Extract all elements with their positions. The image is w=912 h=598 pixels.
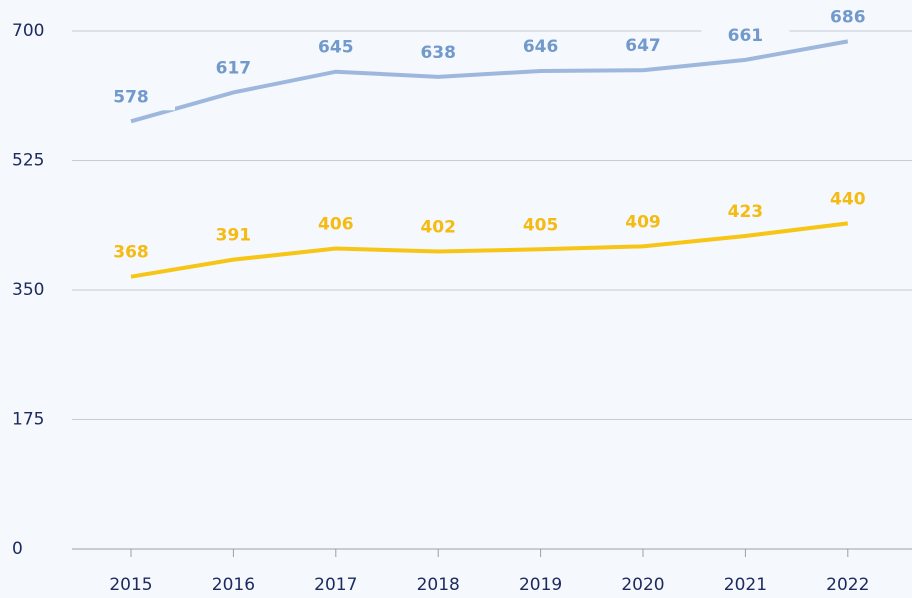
data-label: 647 <box>625 36 661 56</box>
data-label-bg <box>394 214 483 241</box>
x-tick-label: 2019 <box>519 575 562 595</box>
x-tick-label: 2016 <box>212 575 255 595</box>
data-label: 409 <box>625 212 661 232</box>
y-tick-label: 525 <box>12 151 44 171</box>
x-tick-label: 2021 <box>724 575 767 595</box>
data-label-bg <box>291 34 380 61</box>
data-label: 391 <box>216 226 252 246</box>
y-tick-label: 350 <box>12 280 44 300</box>
data-label: 645 <box>318 38 354 58</box>
data-label: 402 <box>420 218 456 238</box>
data-label-bg <box>87 239 175 266</box>
x-tick-label: 2020 <box>621 575 664 595</box>
data-label: 405 <box>523 215 559 235</box>
data-label-bg <box>496 212 585 239</box>
x-tick-label: 2017 <box>314 575 357 595</box>
data-label: 578 <box>113 87 149 107</box>
data-label-bg <box>803 186 892 213</box>
data-label: 646 <box>523 37 559 57</box>
y-tick-label: 700 <box>12 21 44 41</box>
data-label-bg <box>599 33 687 60</box>
data-label: 423 <box>728 202 764 222</box>
x-tick-label: 2022 <box>826 575 869 595</box>
data-label: 661 <box>728 26 764 46</box>
series-line <box>130 221 849 279</box>
data-label: 440 <box>830 189 866 209</box>
data-label: 638 <box>420 43 456 63</box>
data-label-bg <box>87 84 175 111</box>
data-label-bg <box>394 39 483 66</box>
data-label: 406 <box>318 215 354 235</box>
data-label: 686 <box>830 7 866 27</box>
data-label-bg <box>701 198 790 225</box>
x-tick-label: 2015 <box>109 575 152 595</box>
data-label-bg <box>291 211 380 238</box>
y-tick-label: 0 <box>12 539 23 559</box>
data-label-bg <box>701 22 790 49</box>
data-label-bg <box>599 209 687 236</box>
data-label-bg <box>189 55 278 82</box>
y-tick-label: 175 <box>12 410 44 430</box>
data-label-bg <box>189 222 278 249</box>
data-label-bg <box>496 33 585 60</box>
series-line <box>130 39 849 124</box>
x-tick-label: 2018 <box>417 575 460 595</box>
data-label: 617 <box>216 58 252 78</box>
data-label: 368 <box>113 243 149 263</box>
data-label-bg <box>803 4 892 31</box>
